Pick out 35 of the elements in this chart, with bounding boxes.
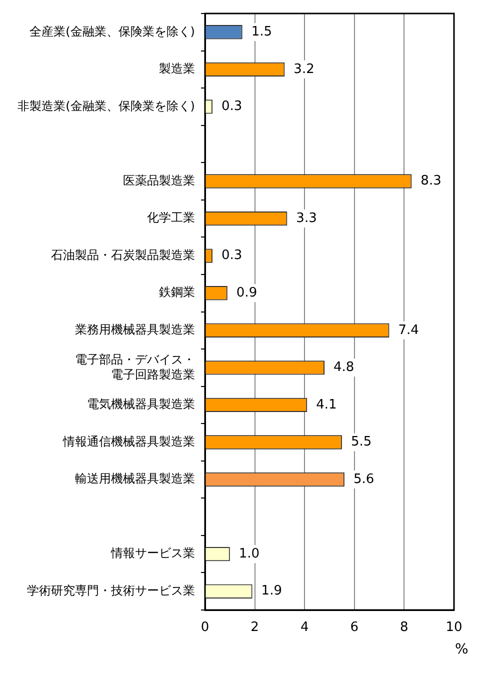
y-tick-label: 業務用機械器具製造業 — [75, 322, 195, 337]
y-tick-label: 電気機械器具製造業 — [87, 397, 195, 412]
data-label: 0.3 — [221, 248, 242, 264]
data-label: 5.6 — [353, 472, 374, 487]
y-tick-label: 情報サービス業 — [110, 546, 195, 560]
data-label: 7.4 — [398, 322, 419, 338]
y-tick-label: 石油製品・石炭製品製造業 — [51, 248, 195, 262]
x-tick-label: 10 — [446, 620, 462, 636]
x-tick-label: 0 — [200, 620, 210, 636]
y-tick-label: 医薬品製造業 — [123, 173, 195, 188]
y-tick-label: 輸送用機械器具製造業 — [75, 472, 195, 486]
y-tick-label: 化学工業 — [147, 210, 195, 225]
y-tick-label: 鉄鋼業 — [159, 285, 195, 300]
data-label: 3.2 — [294, 62, 314, 77]
data-label: 1.0 — [238, 546, 260, 562]
data-label: 0.9 — [236, 285, 258, 300]
y-tick-label: 非製造業(金融業、保険業を除く) — [18, 98, 195, 113]
data-label: 4.1 — [316, 397, 337, 412]
x-tick-label: 8 — [400, 620, 408, 636]
data-label: 5.5 — [350, 434, 372, 450]
data-label: 1.9 — [261, 584, 282, 599]
data-label: 4.8 — [334, 360, 354, 376]
y-tick-label: 電子部品・デバイス・電子回路製造業 — [75, 352, 195, 382]
x-tick-label: 4 — [300, 620, 309, 636]
x-tick-label: 2 — [250, 620, 259, 636]
y-tick-label: 学術研究専門・技術サービス業 — [27, 583, 195, 598]
y-tick-label: 全産業(金融業、保険業を除く) — [30, 24, 195, 38]
y-tick-label: 製造業 — [159, 62, 195, 76]
data-label: 0.3 — [221, 99, 242, 114]
data-label: 1.5 — [251, 24, 272, 40]
x-axis-title: % — [455, 642, 468, 658]
y-tick-label: 情報通信機械器具製造業 — [62, 434, 195, 448]
data-label: 3.3 — [296, 210, 317, 226]
x-tick-label: 6 — [350, 620, 359, 636]
data-label: 8.3 — [420, 174, 442, 189]
